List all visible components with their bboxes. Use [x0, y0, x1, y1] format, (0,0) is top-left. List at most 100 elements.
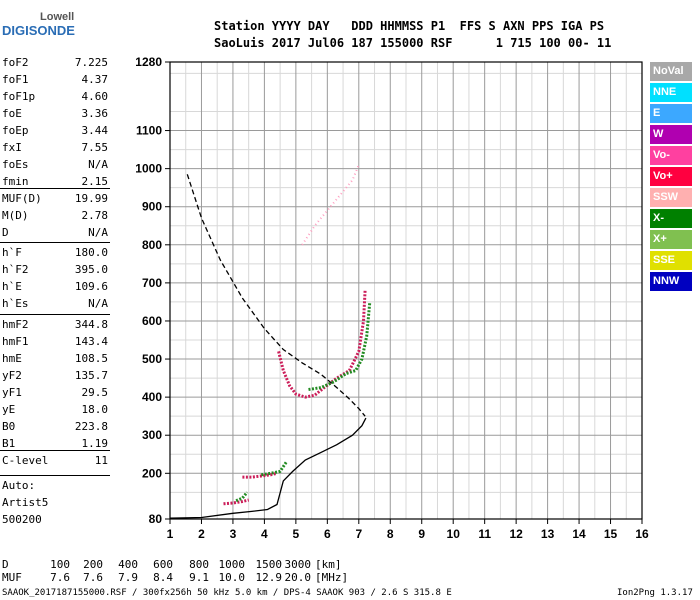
param-row: B0 223.8 — [2, 420, 108, 438]
y-tick-label: 800 — [142, 238, 162, 252]
param-label: M(D) — [2, 209, 29, 222]
param-label: hmF1 — [2, 335, 29, 348]
param-label: fmin — [2, 175, 29, 188]
param-label: yE — [2, 403, 16, 416]
x-tick-label: 5 — [293, 527, 300, 541]
param-label: foEs — [2, 158, 29, 171]
profile-extrapolation — [186, 174, 366, 417]
param-value: 135.7 — [74, 369, 108, 382]
x-tick-label: 16 — [635, 527, 649, 541]
param-label: hmE — [2, 352, 22, 365]
param-label: yF1 — [2, 386, 22, 399]
panel-separator — [0, 242, 110, 243]
muf-d-value: 200 — [83, 558, 103, 571]
param-row: foF1 4.37 — [2, 73, 108, 91]
param-row: hmE 108.5 — [2, 352, 108, 370]
muf-d-value: 1500 — [255, 558, 283, 571]
y-tick-label: 1100 — [136, 124, 162, 138]
x-tick-label: 13 — [541, 527, 555, 541]
muf-d-value: 400 — [118, 558, 138, 571]
param-label: D — [2, 226, 9, 239]
x-tick-label: 1 — [167, 527, 174, 541]
muf-label: MUF — [2, 571, 22, 584]
muf-value: 8.4 — [153, 571, 173, 584]
muf-value: 20.0 — [284, 571, 312, 584]
param-row: h`Es N/A — [2, 297, 108, 315]
param-label: B1 — [2, 437, 16, 450]
param-value: 109.6 — [74, 280, 108, 293]
param-value: 180.0 — [74, 246, 108, 259]
echo-trace — [261, 461, 288, 477]
param-label: foF1p — [2, 90, 36, 103]
muf-value: 7.6 — [50, 571, 70, 584]
x-tick-label: 14 — [572, 527, 586, 541]
param-row: foEp 3.44 — [2, 124, 108, 142]
autoscaling-line1: Auto: — [2, 479, 36, 492]
param-value: 395.0 — [74, 263, 108, 276]
param-row: foF1p 4.60 — [2, 90, 108, 108]
legend-item: NNW — [650, 272, 692, 291]
param-value: 11 — [94, 454, 108, 467]
param-label: foF1 — [2, 73, 29, 86]
panel-separator — [0, 475, 110, 476]
param-row: B1 1.19 — [2, 437, 108, 455]
echo-trace — [223, 498, 250, 506]
param-row: fxI 7.55 — [2, 141, 108, 159]
echo-trace — [301, 164, 360, 246]
ionogram-chart: 1 2 3 4 5 6 7 8 9 10 11 12 13 14 15 1680200300400500600… — [135, 55, 649, 541]
legend-item: X- — [650, 209, 692, 228]
muf-d-label: D — [2, 558, 9, 571]
muf-value: 7.9 — [118, 571, 138, 584]
echo-trace — [308, 301, 372, 391]
param-label: foEp — [2, 124, 29, 137]
param-row: fmin 2.15 — [2, 175, 108, 193]
echo-trace — [235, 491, 249, 503]
muf-d-value: 3000 — [284, 558, 312, 571]
param-row: foE 3.36 — [2, 107, 108, 125]
legend-item: Vo+ — [650, 167, 692, 186]
muf-value: 9.1 — [189, 571, 209, 584]
y-tick-label: 1280 — [135, 55, 162, 69]
param-label: h`Es — [2, 297, 29, 310]
legend-item: Vo- — [650, 146, 692, 165]
param-value: 7.55 — [81, 141, 109, 154]
autoscaling-line2: Artist5 — [2, 496, 49, 509]
param-value: 2.15 — [81, 175, 109, 188]
muf-d-value: 800 — [189, 558, 209, 571]
param-label: fxI — [2, 141, 22, 154]
param-row: foF2 7.225 — [2, 56, 108, 74]
x-tick-label: 4 — [261, 527, 268, 541]
y-tick-label: 400 — [142, 390, 162, 404]
param-value: 19.99 — [74, 192, 108, 205]
param-value: N/A — [88, 297, 108, 310]
muf-value: 10.0 — [218, 571, 246, 584]
param-row: foEs N/A — [2, 158, 108, 176]
y-tick-label: 700 — [142, 276, 162, 290]
legend-item: SSE — [650, 251, 692, 270]
param-value: 1.19 — [81, 437, 109, 450]
param-row: yF2 135.7 — [2, 369, 108, 387]
panel-separator — [0, 314, 110, 315]
muf-d-unit: [km] — [315, 558, 342, 571]
footer-version: Ion2Png 1.3.17 — [617, 588, 693, 598]
param-value: 3.44 — [81, 124, 109, 137]
x-tick-label: 2 — [198, 527, 205, 541]
param-row: hmF2 344.8 — [2, 318, 108, 336]
param-row: h`E 109.6 — [2, 280, 108, 298]
param-value: 2.78 — [81, 209, 109, 222]
y-tick-label: 600 — [142, 314, 162, 328]
x-tick-label: 7 — [355, 527, 362, 541]
header-line-1: Station YYYY DAY DDD HHMMSS P1 FFS S AXN… — [214, 19, 605, 33]
param-value: 7.225 — [74, 56, 108, 69]
muf-value: 7.6 — [83, 571, 103, 584]
y-tick-label: 500 — [142, 352, 162, 366]
parameter-panel: foF2 7.225 foF1 4.37 foF1p 4.60 foE 3.36 foEp 3.4… — [0, 0, 112, 540]
logo-digisonde: DIGISONDE — [2, 23, 75, 38]
x-tick-label: 11 — [478, 527, 491, 541]
param-value: 18.0 — [81, 403, 109, 416]
param-value: N/A — [88, 226, 108, 239]
param-value: 108.5 — [74, 352, 108, 365]
autoscaling-line3: 500200 — [2, 513, 42, 526]
footer-info: SAAOK_2017187155000.RSF / 300fx256h 50 k… — [2, 588, 452, 598]
legend-item: NNE — [650, 83, 692, 102]
